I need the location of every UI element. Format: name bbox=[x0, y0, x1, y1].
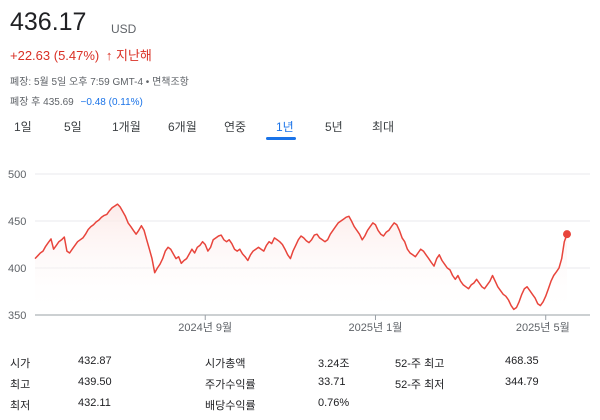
stat-label: 52-주 최저 bbox=[395, 379, 445, 391]
stat-value: 432.11 bbox=[78, 397, 111, 409]
after-hours-info: 폐장 후 435.69 −0.48 (0.11%) bbox=[10, 93, 143, 108]
x-tick-label: 2024년 9월 bbox=[178, 321, 232, 334]
stat-label: 시가총액 bbox=[205, 358, 246, 370]
stat-label: 주가수익률 bbox=[205, 379, 256, 391]
change-period: 지난해 bbox=[116, 48, 152, 63]
stat-label: 52-주 최고 bbox=[395, 358, 445, 370]
current-price-marker bbox=[563, 230, 571, 239]
stat-value: 468.35 bbox=[505, 355, 539, 367]
x-tick-label: 2025년 5월 bbox=[516, 321, 570, 334]
stat-value: 432.87 bbox=[78, 355, 112, 367]
after-hours-change: −0.48 (0.11%) bbox=[80, 97, 143, 108]
stat-label: 최고 bbox=[10, 379, 31, 391]
stat-value: 0.76% bbox=[318, 397, 350, 409]
stat-value: 439.50 bbox=[78, 376, 112, 388]
tab-7[interactable]: 최대 bbox=[372, 120, 395, 134]
tab-4[interactable]: 연중 bbox=[224, 120, 247, 134]
x-tick-label: 2025년 1월 bbox=[349, 321, 403, 334]
tab-2[interactable]: 1개월 bbox=[112, 120, 141, 134]
currency-label: USD bbox=[111, 22, 137, 36]
y-tick-label: 350 bbox=[8, 310, 26, 322]
close-info: 폐장: 5월 5일 오후 7:59 GMT-4 • 면책조항 bbox=[10, 77, 189, 88]
price-chart: 500 450 400 350 2024년 9월 2025년 1월 2025년 5월 bbox=[8, 169, 590, 334]
y-tick-label: 500 bbox=[8, 169, 26, 181]
tab-3[interactable]: 6개월 bbox=[168, 120, 197, 134]
stat-value: 344.79 bbox=[505, 376, 539, 388]
price-change: +22.63 (5.47%) ↑ 지난해 bbox=[10, 45, 152, 64]
tab-0[interactable]: 1일 bbox=[14, 120, 32, 134]
stat-label: 시가 bbox=[10, 358, 31, 370]
current-price: 436.17 bbox=[10, 8, 87, 36]
stat-label: 최저 bbox=[10, 400, 31, 412]
tab-5[interactable]: 1년 bbox=[276, 120, 294, 134]
price-line bbox=[34, 203, 568, 311]
change-value: +22.63 (5.47%) bbox=[10, 48, 100, 63]
after-hours-price: 폐장 후 435.69 bbox=[10, 97, 74, 108]
price-area-fill bbox=[35, 204, 567, 315]
y-tick-label: 400 bbox=[8, 263, 26, 275]
active-tab-indicator bbox=[266, 137, 296, 140]
y-tick-label: 450 bbox=[8, 216, 26, 228]
stat-value: 3.24조 bbox=[318, 358, 350, 370]
tab-6[interactable]: 5년 bbox=[325, 120, 343, 134]
stat-label: 배당수익률 bbox=[205, 400, 256, 412]
tab-1[interactable]: 5일 bbox=[64, 120, 82, 134]
up-arrow-icon: ↑ bbox=[105, 48, 113, 63]
stat-value: 33.71 bbox=[318, 376, 346, 388]
